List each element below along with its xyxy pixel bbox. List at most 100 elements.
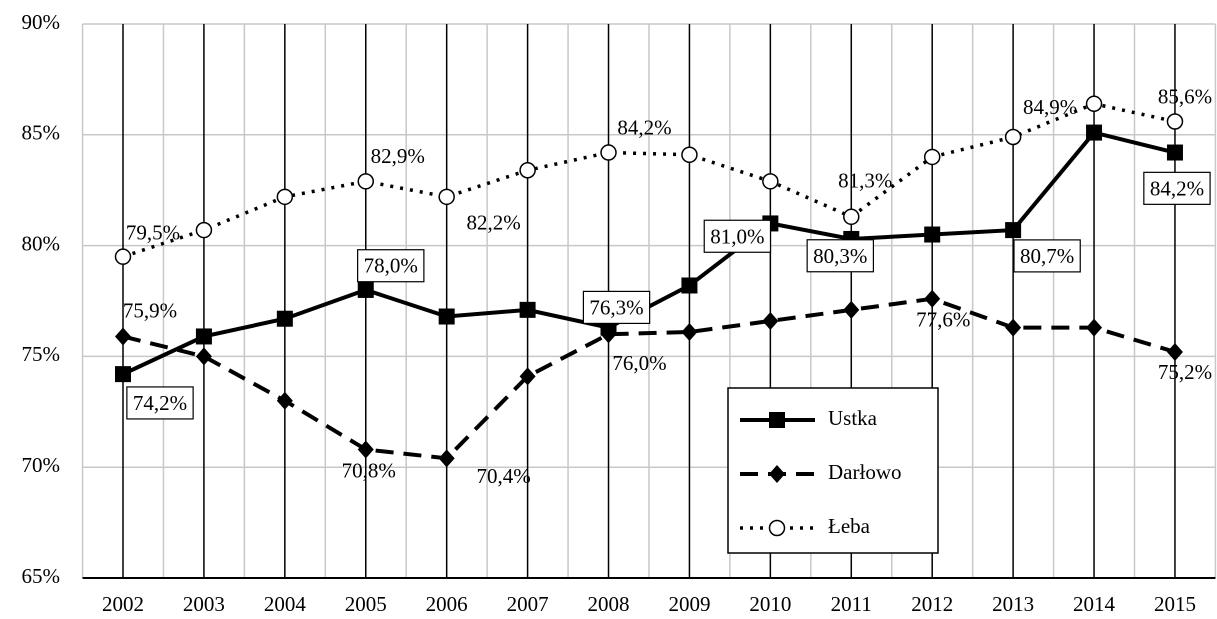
marker [681,146,698,163]
value-label: 81,0% [710,224,764,248]
value-label: 75,2% [1158,360,1212,384]
legend-label: Darłowo [828,460,901,484]
marker [195,328,212,345]
marker [195,347,212,366]
marker [769,465,785,483]
x-tick-label: 2007 [507,592,549,616]
marker [519,162,536,179]
y-tick-label: 70% [22,453,61,477]
marker [438,188,455,206]
value-label-box [1013,239,1081,273]
x-tick-label: 2010 [749,592,791,616]
value-label-group: 70,4% [477,464,531,488]
value-label: 74,2% [133,391,187,415]
marker [1166,113,1184,130]
marker [357,173,375,190]
marker [438,449,455,468]
value-label-group: 80,3% [806,239,875,273]
x-tick-label: 2014 [1073,592,1116,616]
value-label-group: 81,3% [838,169,892,193]
marker [843,300,860,319]
marker [924,226,941,243]
marker [276,310,293,327]
value-label-group: 76,0% [612,351,666,375]
legend-label: Ustka [828,406,878,430]
x-tick-label: 2012 [911,592,953,616]
marker [681,277,698,294]
legend-label: Łeba [828,514,871,538]
marker [600,144,617,161]
marker [923,148,941,166]
series-line [122,296,1176,461]
x-tick-label: 2005 [345,592,387,616]
marker [762,173,779,190]
x-tick-label: 2011 [831,592,872,616]
value-label-group: 74,2% [126,386,194,420]
value-label: 84,2% [1150,176,1204,200]
value-label-group: 82,9% [371,144,425,168]
x-tick-label: 2008 [588,592,630,616]
marker [600,325,617,344]
value-label-group: 75,9% [123,298,177,322]
value-label-box [806,239,875,273]
legend-box [727,387,939,554]
value-label: 85,6% [1158,84,1212,108]
marker [1086,318,1103,337]
value-label: 84,2% [617,115,671,139]
value-label-box [357,249,425,283]
value-label-box [126,386,194,420]
value-label: 84,9% [1023,95,1077,119]
marker [357,281,374,298]
value-label-group: 75,2% [1158,360,1212,384]
y-tick-label: 85% [22,121,61,145]
x-tick-label: 2009 [668,592,710,616]
y-tick-label: 75% [22,342,61,366]
marker [681,323,698,342]
value-label: 77,6% [916,308,970,332]
value-label-group: 84,2% [617,115,671,139]
x-tick-label: 2006 [426,592,468,616]
marker [1086,124,1103,141]
marker [195,221,213,239]
x-tick-label: 2003 [183,592,225,616]
value-label-group: 79,5% [126,220,180,244]
marker [1166,342,1183,361]
value-label-group: 84,9% [1023,95,1077,119]
value-label-group: 85,6% [1158,84,1212,108]
marker [114,248,132,265]
value-label: 81,3% [838,169,892,193]
value-label-group: 82,2% [467,211,521,235]
marker [276,188,294,206]
y-tick-label: 90% [22,10,61,34]
value-label: 80,7% [1020,244,1074,268]
value-label: 70,8% [342,458,396,482]
marker [276,391,293,410]
marker [115,366,131,383]
value-label-group: 81,0% [703,219,772,253]
value-label: 76,3% [589,295,643,319]
marker [843,208,860,226]
x-tick-label: 2015 [1154,592,1196,616]
x-tick-label: 2013 [992,592,1034,616]
marker [1005,318,1022,337]
value-label-group: 84,2% [1143,171,1211,205]
value-label: 82,9% [371,144,425,168]
marker [519,367,536,386]
value-label: 76,0% [612,351,666,375]
value-label: 70,4% [477,464,531,488]
value-label-group: 77,6% [916,308,970,332]
value-label: 80,3% [813,244,867,268]
value-label: 75,9% [123,298,177,322]
value-label-box [703,219,772,253]
value-label-box [582,290,651,325]
y-tick-label: 65% [22,564,61,588]
value-label-group: 80,7% [1013,239,1081,273]
marker [438,308,455,325]
value-label-box [1143,171,1211,205]
value-label: 79,5% [126,220,180,244]
value-label-group: 70,8% [342,458,396,482]
marker [1004,128,1022,146]
marker [519,301,536,318]
value-label: 78,0% [364,254,418,278]
